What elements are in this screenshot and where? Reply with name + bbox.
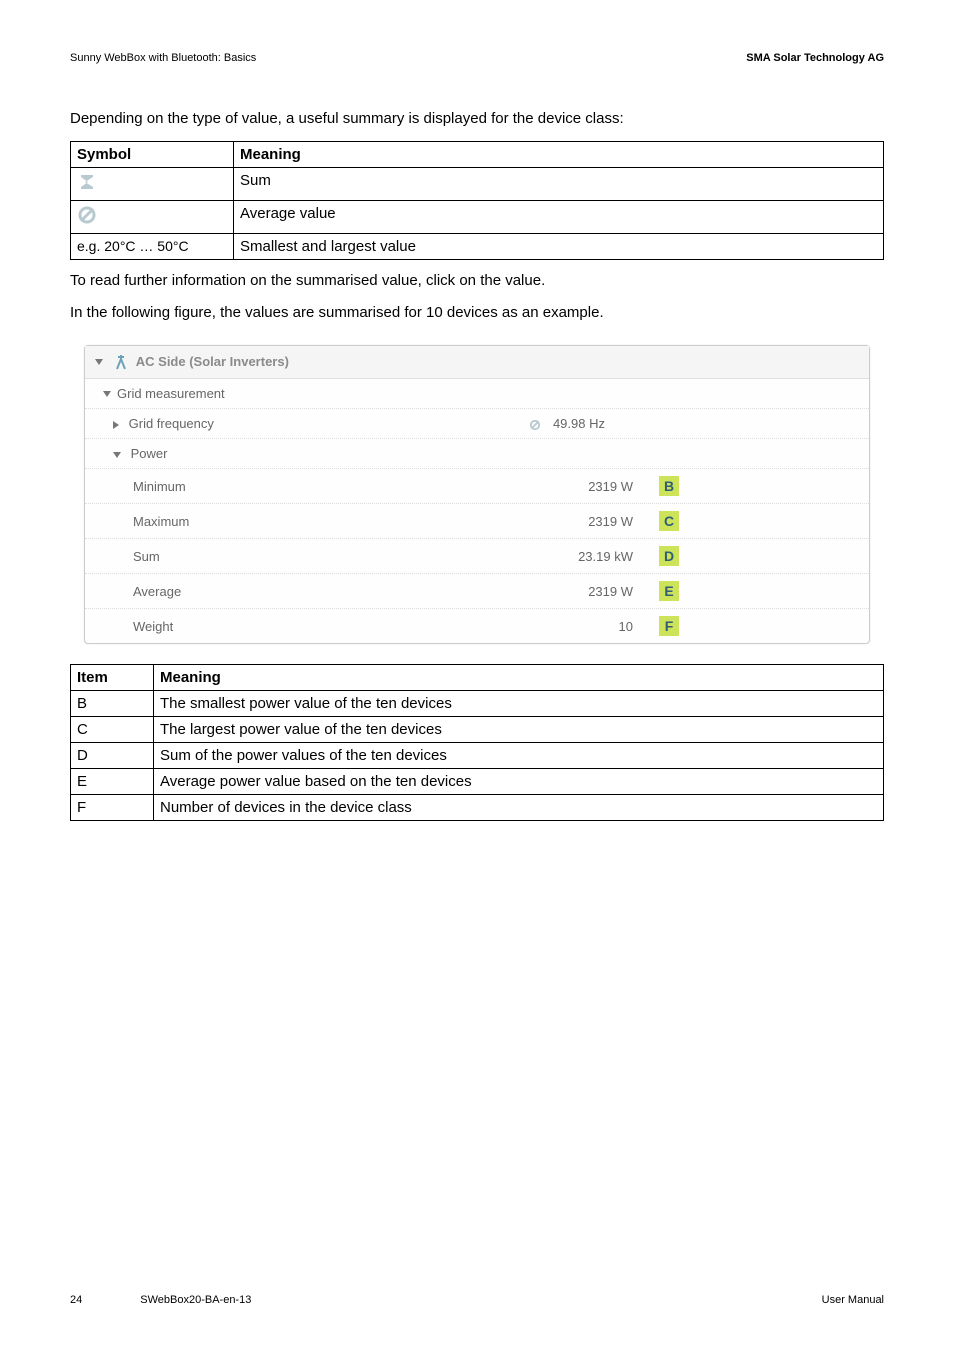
meaning-b: The smallest power value of the ten devi… <box>154 691 884 717</box>
label-sum: Sum <box>133 549 493 564</box>
ac-side-icon <box>113 354 129 370</box>
chevron-down-icon <box>95 359 103 365</box>
screenshot-title: AC Side (Solar Inverters) <box>136 354 289 369</box>
table-row: E Average power value based on the ten d… <box>71 769 884 795</box>
grid-freq-value: 49.98 Hz <box>553 416 605 431</box>
label-avg: Average <box>133 584 493 599</box>
footer-page-number: 24 <box>70 1294 82 1306</box>
value-avg: 2319 W <box>493 584 651 599</box>
th-meaning: Meaning <box>154 665 884 691</box>
chevron-down-icon <box>103 391 111 397</box>
meaning-c: The largest power value of the ten devic… <box>154 717 884 743</box>
item-b: B <box>71 691 154 717</box>
para-further-info: To read further information on the summa… <box>70 270 884 293</box>
value-weight: 10 <box>493 619 651 634</box>
table-row: Average value <box>71 200 884 233</box>
row-minimum: Minimum 2319 W B <box>85 469 869 504</box>
value-max: 2319 W <box>493 514 651 529</box>
grid-freq-value-cell: 49.98 Hz <box>465 416 623 431</box>
range-meaning: Smallest and largest value <box>234 233 884 259</box>
sum-icon <box>77 172 97 192</box>
marker-b: B <box>659 476 679 496</box>
th-symbol: Symbol <box>71 141 234 167</box>
value-min: 2319 W <box>493 479 651 494</box>
group-power-label: Power <box>131 446 168 461</box>
table-row: Sum <box>71 167 884 200</box>
intro-paragraph: Depending on the type of value, a useful… <box>70 108 884 131</box>
table-header-row: Symbol Meaning <box>71 141 884 167</box>
marker-e: E <box>659 581 679 601</box>
footer-right: User Manual <box>822 1294 884 1306</box>
inverter-values-screenshot: AC Side (Solar Inverters) Grid measureme… <box>84 345 870 645</box>
avg-icon <box>77 205 97 225</box>
range-symbol: e.g. 20°C … 50°C <box>71 233 234 259</box>
item-meaning-table: Item Meaning B The smallest power value … <box>70 664 884 821</box>
screenshot-header: AC Side (Solar Inverters) <box>85 346 869 380</box>
row-maximum: Maximum 2319 W C <box>85 504 869 539</box>
table-row: C The largest power value of the ten dev… <box>71 717 884 743</box>
para-figure-intro: In the following figure, the values are … <box>70 302 884 325</box>
marker-c: C <box>659 511 679 531</box>
meaning-f: Number of devices in the device class <box>154 795 884 821</box>
table-row: B The smallest power value of the ten de… <box>71 691 884 717</box>
group-grid-label: Grid measurement <box>117 386 225 401</box>
symbol-meaning-table: Symbol Meaning Sum Average value e.g. 20… <box>70 141 884 260</box>
table-row: e.g. 20°C … 50°C Smallest and largest va… <box>71 233 884 259</box>
avg-meaning: Average value <box>234 200 884 233</box>
page-header: Sunny WebBox with Bluetooth: Basics SMA … <box>70 52 884 64</box>
page-footer: 24 SWebBox20-BA-en-13 User Manual <box>70 1294 884 1306</box>
footer-doc-id: SWebBox20-BA-en-13 <box>140 1294 251 1306</box>
row-weight: Weight 10 F <box>85 609 869 643</box>
label-weight: Weight <box>133 619 493 634</box>
item-e: E <box>71 769 154 795</box>
item-d: D <box>71 743 154 769</box>
chevron-right-icon <box>113 421 119 429</box>
table-row: F Number of devices in the device class <box>71 795 884 821</box>
marker-d: D <box>659 546 679 566</box>
row-average: Average 2319 W E <box>85 574 869 609</box>
meaning-d: Sum of the power values of the ten devic… <box>154 743 884 769</box>
marker-f: F <box>659 616 679 636</box>
header-right: SMA Solar Technology AG <box>746 52 884 64</box>
label-max: Maximum <box>133 514 493 529</box>
label-min: Minimum <box>133 479 493 494</box>
item-c: C <box>71 717 154 743</box>
sum-icon-cell <box>71 167 234 200</box>
th-meaning: Meaning <box>234 141 884 167</box>
th-item: Item <box>71 665 154 691</box>
chevron-down-icon <box>113 452 121 458</box>
header-left: Sunny WebBox with Bluetooth: Basics <box>70 52 256 64</box>
value-sum: 23.19 kW <box>493 549 651 564</box>
row-sum: Sum 23.19 kW D <box>85 539 869 574</box>
sum-meaning: Sum <box>234 167 884 200</box>
avg-icon-cell <box>71 200 234 233</box>
grid-freq-label: Grid frequency <box>129 416 214 431</box>
avg-icon <box>529 419 541 431</box>
meaning-e: Average power value based on the ten dev… <box>154 769 884 795</box>
group-grid-measurement: Grid measurement <box>85 379 869 409</box>
row-grid-frequency: Grid frequency 49.98 Hz <box>85 409 869 439</box>
item-f: F <box>71 795 154 821</box>
table-header-row: Item Meaning <box>71 665 884 691</box>
table-row: D Sum of the power values of the ten dev… <box>71 743 884 769</box>
group-power: Power <box>85 439 869 469</box>
